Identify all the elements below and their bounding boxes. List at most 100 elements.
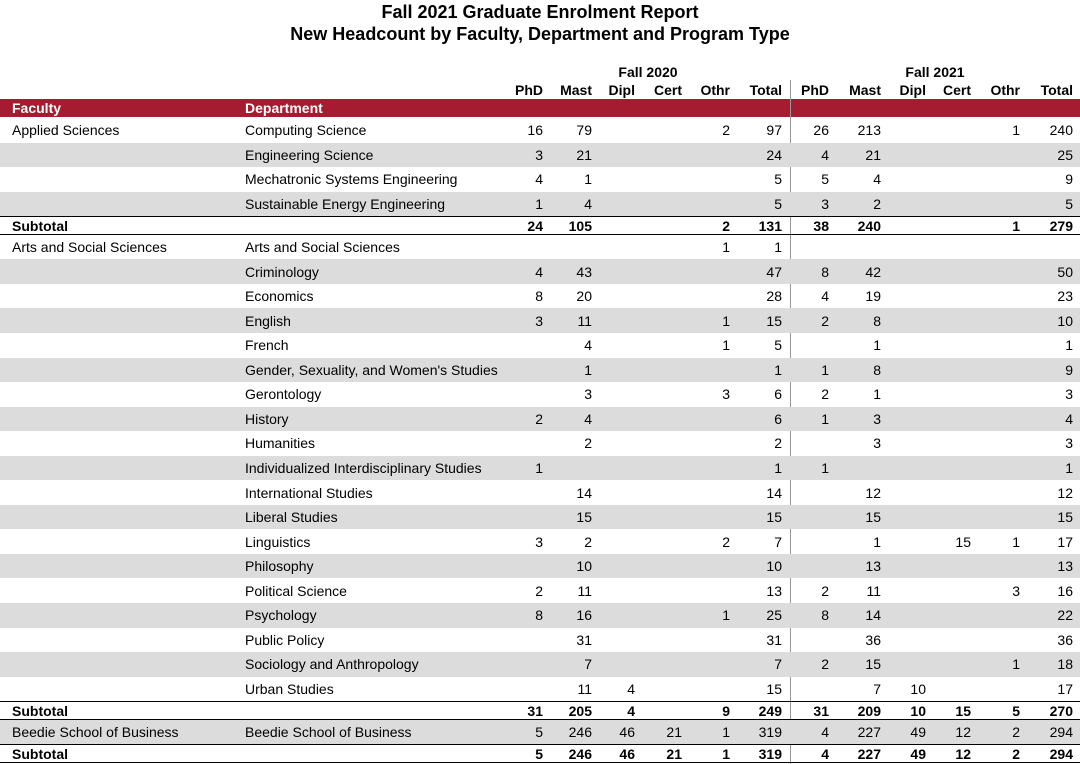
cell-value: 3 [1065, 435, 1073, 452]
cell-value: 21 [666, 724, 682, 741]
rule [0, 718, 1080, 720]
faculty: Applied Sciences [12, 122, 120, 139]
cell-value: 9 [722, 702, 730, 719]
cell-value: 12 [955, 724, 971, 741]
row-shade [0, 504, 1080, 530]
department: Gerontology [245, 386, 322, 403]
cell-value: 14 [576, 484, 592, 501]
row-shade [0, 719, 1080, 745]
cell-value: 7 [584, 656, 592, 673]
cell-value: 11 [577, 680, 592, 697]
cell-value: 24 [766, 146, 782, 163]
cell-value: 1 [1012, 217, 1020, 234]
cell-value: 97 [766, 122, 782, 139]
cell-value: 1 [535, 460, 543, 477]
cell-value: 4 [821, 745, 829, 762]
cell-value: 7 [774, 656, 782, 673]
cell-value: 2 [722, 122, 730, 139]
department: Engineering Science [245, 146, 374, 163]
cell-value: 36 [1057, 631, 1073, 648]
cell-value: 46 [619, 745, 635, 762]
cell-value: 1 [873, 337, 881, 354]
cell-value: 31 [813, 702, 829, 719]
cell-value: 5 [535, 745, 543, 762]
cell-value: 16 [576, 607, 592, 624]
cell-value: 43 [576, 263, 592, 280]
cell-value: 3 [873, 435, 881, 452]
department: Public Policy [245, 631, 325, 648]
cell-value: 5 [821, 171, 829, 188]
cell-value: 12 [955, 745, 971, 762]
cell-value: 4 [821, 288, 829, 305]
cell-value: 2 [584, 435, 592, 452]
column-header: Othr [990, 82, 1020, 98]
cell-value: 10 [1057, 312, 1073, 329]
cell-value: 3 [535, 533, 543, 550]
cell-value: 4 [873, 171, 881, 188]
cell-value: 3 [1012, 582, 1020, 599]
cell-value: 7 [774, 533, 782, 550]
cell-value: 1 [584, 171, 592, 188]
department: English [245, 312, 291, 329]
column-header: Dipl [899, 82, 926, 98]
cell-value: 7 [873, 680, 881, 697]
cell-value: 15 [766, 680, 782, 697]
department: Mechatronic Systems Engineering [245, 171, 458, 188]
cell-value: 3 [821, 195, 829, 212]
cell-value: 2 [535, 410, 543, 427]
report-title: Fall 2021 Graduate Enrolment Report [381, 2, 699, 22]
cell-value: 4 [535, 263, 543, 280]
cell-value: 25 [1057, 146, 1073, 163]
department: Humanities [245, 435, 316, 452]
cell-value: 10 [576, 558, 592, 575]
cell-value: 8 [873, 312, 881, 329]
cell-value: 1 [821, 361, 829, 378]
cell-value: 1 [1012, 656, 1020, 673]
cell-value: 1 [774, 239, 782, 256]
cell-value: 15 [955, 702, 971, 719]
cell-value: 25 [766, 607, 782, 624]
cell-value: 3 [535, 146, 543, 163]
cell-value: 11 [866, 582, 881, 599]
cell-value: 5 [774, 171, 782, 188]
department: Computing Science [245, 122, 367, 139]
department: Economics [245, 288, 314, 305]
cell-value: 3 [535, 312, 543, 329]
cell-value: 31 [576, 631, 592, 648]
cell-value: 6 [774, 410, 782, 427]
row-shade [0, 406, 1080, 432]
cell-value: 4 [584, 195, 592, 212]
cell-value: 246 [568, 745, 592, 762]
department: Individualized Interdisciplinary Studies [245, 460, 482, 477]
header-bar [0, 99, 1080, 117]
department: Sociology and Anthropology [245, 656, 419, 673]
cell-value: 3 [722, 386, 730, 403]
column-header: Othr [700, 82, 730, 98]
cell-value: 19 [865, 288, 881, 305]
cell-value: 1 [722, 607, 730, 624]
cell-value: 23 [1057, 288, 1073, 305]
cell-value: 1 [873, 533, 881, 550]
column-header: PhD [801, 82, 829, 98]
cell-value: 2 [1012, 724, 1020, 741]
cell-value: 5 [774, 337, 782, 354]
cell-value: 79 [576, 122, 592, 139]
faculty: Beedie School of Business [12, 724, 179, 741]
cell-value: 4 [584, 337, 592, 354]
cell-value: 38 [813, 217, 829, 234]
cell-value: 17 [1057, 680, 1073, 697]
cell-value: 2 [821, 582, 829, 599]
row-shade [0, 553, 1080, 579]
cell-value: 13 [1057, 558, 1073, 575]
label-header: Department [245, 100, 323, 116]
cell-value: 13 [766, 582, 782, 599]
cell-value: 21 [865, 146, 881, 163]
cell-value: 1 [1012, 122, 1020, 139]
cell-value: 21 [666, 745, 682, 762]
cell-value: 1 [821, 460, 829, 477]
cell-value: 10 [910, 680, 926, 697]
subtotal-label: Subtotal [12, 745, 68, 762]
cell-value: 1 [1065, 337, 1073, 354]
department: History [245, 410, 289, 427]
